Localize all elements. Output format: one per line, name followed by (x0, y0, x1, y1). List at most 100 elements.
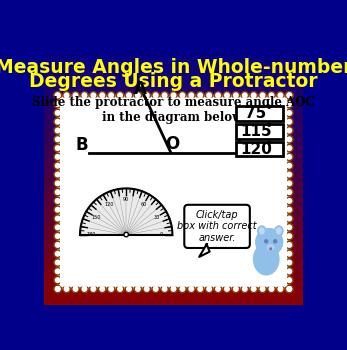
Circle shape (286, 154, 292, 160)
Circle shape (286, 92, 292, 98)
Circle shape (258, 285, 267, 293)
Bar (44, 182, 303, 183)
Circle shape (117, 286, 123, 292)
Circle shape (285, 223, 294, 232)
Circle shape (162, 92, 168, 98)
Circle shape (55, 198, 61, 204)
Bar (44, 155, 303, 157)
Circle shape (242, 92, 248, 98)
Bar (44, 219, 303, 220)
Circle shape (286, 198, 292, 204)
Circle shape (126, 92, 132, 98)
Circle shape (62, 91, 71, 100)
Bar (44, 116, 303, 118)
Circle shape (240, 285, 249, 293)
Circle shape (286, 260, 292, 266)
Circle shape (169, 91, 178, 100)
Circle shape (116, 285, 125, 293)
Polygon shape (199, 244, 210, 257)
Circle shape (251, 286, 257, 292)
Bar (44, 96, 303, 97)
Circle shape (260, 92, 265, 98)
Bar (44, 288, 303, 290)
Bar (44, 218, 303, 219)
Bar (44, 249, 303, 251)
Bar (44, 217, 303, 218)
Bar (44, 99, 303, 101)
Bar (44, 58, 303, 59)
Circle shape (73, 286, 78, 292)
Circle shape (108, 286, 114, 292)
Bar (44, 89, 303, 90)
Bar (44, 240, 303, 241)
Circle shape (269, 286, 274, 292)
Circle shape (55, 224, 61, 230)
Bar (44, 45, 303, 46)
Bar (44, 97, 303, 98)
Bar (44, 220, 303, 222)
Bar (44, 118, 303, 119)
Bar (44, 55, 303, 56)
Bar (44, 132, 303, 133)
Bar (44, 108, 303, 110)
Bar (44, 286, 303, 287)
Circle shape (258, 91, 267, 100)
Bar (44, 50, 303, 51)
Circle shape (286, 216, 292, 222)
Circle shape (55, 154, 61, 160)
Circle shape (285, 267, 294, 276)
Circle shape (249, 91, 258, 100)
Circle shape (53, 91, 62, 100)
Circle shape (153, 92, 159, 98)
Circle shape (285, 258, 294, 267)
Bar (44, 93, 303, 94)
Circle shape (285, 214, 294, 223)
Circle shape (179, 286, 185, 292)
Text: °: ° (266, 122, 272, 135)
Bar (44, 253, 303, 254)
Bar (44, 226, 303, 227)
Circle shape (53, 100, 62, 108)
Bar (44, 142, 303, 144)
Text: 0: 0 (160, 232, 163, 237)
Bar (44, 206, 303, 208)
Bar (44, 232, 303, 234)
Bar (44, 298, 303, 299)
Bar (44, 213, 303, 214)
Circle shape (55, 277, 61, 283)
Circle shape (242, 286, 248, 292)
Circle shape (285, 196, 294, 205)
Circle shape (215, 286, 221, 292)
Bar (44, 304, 303, 305)
Bar (44, 177, 303, 179)
Bar (44, 258, 303, 260)
Bar (44, 102, 303, 103)
Bar (44, 215, 303, 217)
Circle shape (160, 91, 169, 100)
Circle shape (53, 144, 62, 153)
Bar (44, 168, 303, 170)
Bar (44, 257, 303, 258)
Circle shape (98, 285, 107, 293)
Bar (44, 202, 303, 204)
Circle shape (108, 92, 114, 98)
Bar (44, 244, 303, 245)
Text: °: ° (266, 104, 272, 117)
FancyBboxPatch shape (184, 205, 250, 248)
Bar (44, 78, 303, 80)
Bar (44, 195, 303, 196)
Circle shape (55, 233, 61, 239)
Circle shape (53, 267, 62, 276)
Bar (44, 200, 303, 201)
Circle shape (53, 258, 62, 267)
Bar (44, 60, 303, 62)
Circle shape (107, 91, 116, 100)
Circle shape (269, 247, 272, 250)
Bar (44, 248, 303, 249)
Circle shape (55, 207, 61, 213)
Bar (44, 301, 303, 303)
Bar (44, 167, 303, 168)
Circle shape (55, 163, 61, 169)
Polygon shape (80, 188, 172, 234)
Circle shape (53, 285, 62, 293)
